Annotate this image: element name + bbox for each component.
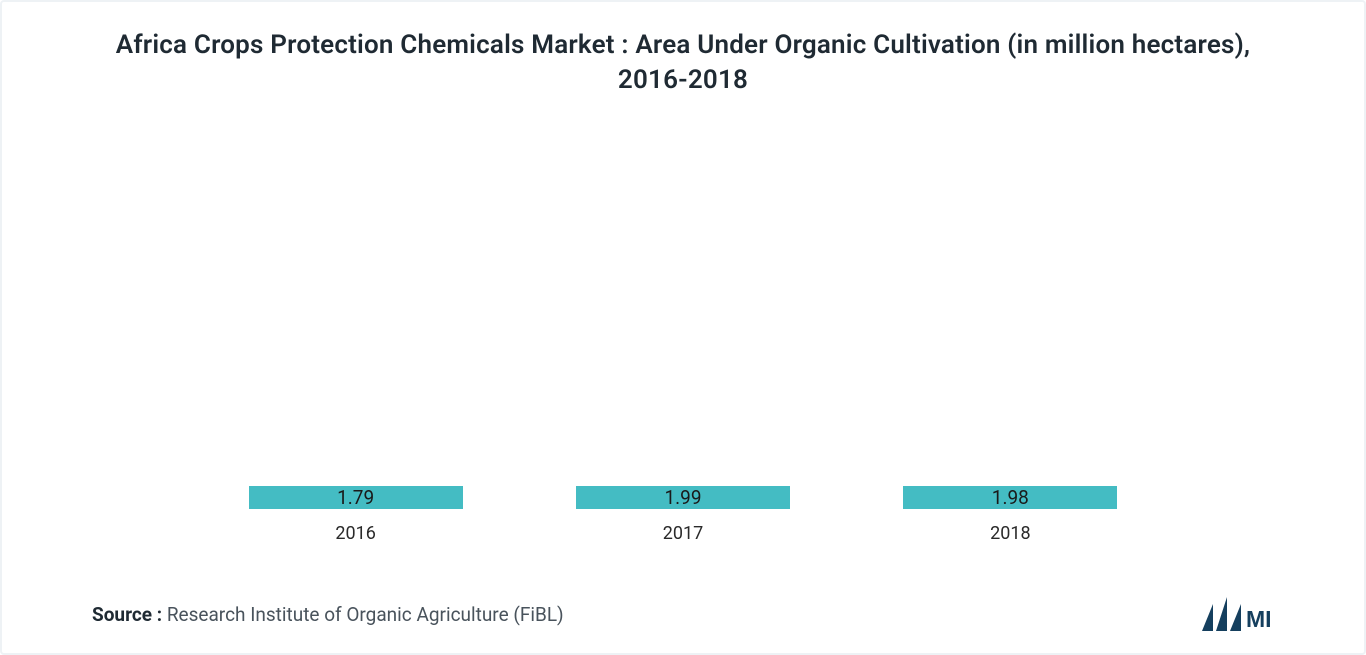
source-text: Research Institute of Organic Agricultur… (167, 603, 564, 626)
chart-area: 1.7920161.9920171.982018 (92, 110, 1274, 569)
bar-category-label: 2017 (663, 523, 703, 544)
bar-category-label: 2018 (990, 523, 1030, 544)
bar-slot: 1.792016 (192, 486, 519, 509)
chart-card: Africa Crops Protection Chemicals Market… (0, 0, 1366, 655)
logo-text: MI (1246, 606, 1272, 631)
title-block: Africa Crops Protection Chemicals Market… (92, 28, 1274, 98)
footer: Source : Research Institute of Organic A… (92, 569, 1274, 631)
bar-value-label: 1.99 (664, 486, 701, 509)
source-label: Source : (92, 603, 162, 626)
bar: 1.992017 (576, 486, 790, 509)
bar-slot: 1.982018 (847, 486, 1174, 509)
bar-value-label: 1.98 (992, 486, 1029, 509)
bar: 1.792016 (249, 486, 463, 509)
bar-series: 1.792016 1.992017 1.982018 (192, 110, 1174, 509)
brand-logo: MI (1202, 597, 1274, 631)
chart-title: Africa Crops Protection Chemicals Market… (92, 28, 1274, 98)
bar-value-label: 1.79 (337, 486, 374, 509)
source-line: Source : Research Institute of Organic A… (92, 603, 564, 626)
bar-slot: 1.992017 (519, 486, 846, 509)
bar: 1.982018 (903, 486, 1117, 509)
logo-icon: MI (1202, 597, 1274, 631)
bar-category-label: 2016 (335, 523, 375, 544)
plot-region: 1.792016 1.992017 1.982018 (192, 110, 1174, 509)
